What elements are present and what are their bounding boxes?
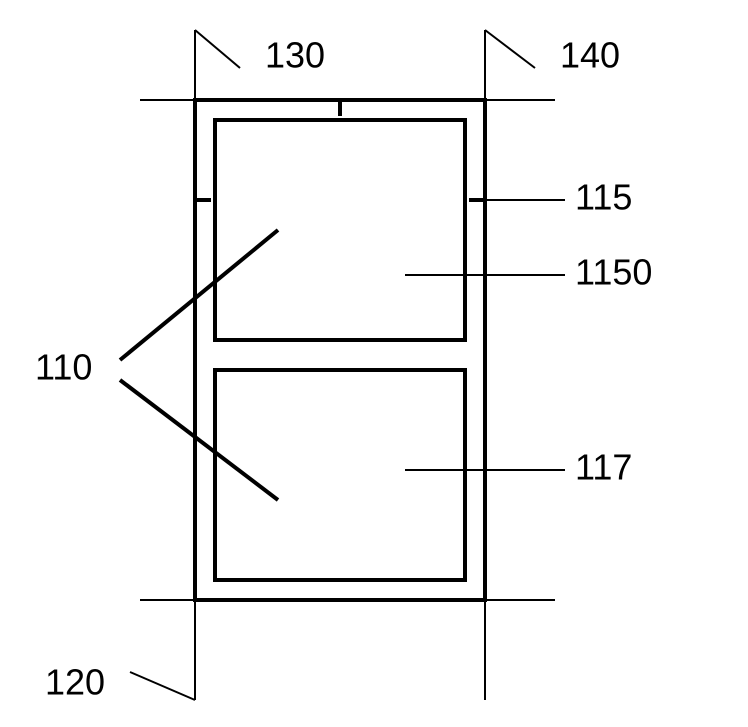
inner-rect-top xyxy=(215,120,465,340)
label-130: 130 xyxy=(265,35,325,76)
label-115: 115 xyxy=(575,177,632,218)
leader-120 xyxy=(130,672,195,700)
inner-rect-bottom xyxy=(215,370,465,580)
outer-frame xyxy=(195,100,485,600)
label-117: 117 xyxy=(575,447,632,488)
leader-130 xyxy=(195,30,240,68)
label-1150: 1150 xyxy=(575,252,652,293)
label-140: 140 xyxy=(560,35,620,76)
label-110: 110 xyxy=(35,347,92,388)
label-120: 120 xyxy=(45,662,105,703)
leader-110 xyxy=(120,380,278,500)
leader-140 xyxy=(485,30,535,68)
